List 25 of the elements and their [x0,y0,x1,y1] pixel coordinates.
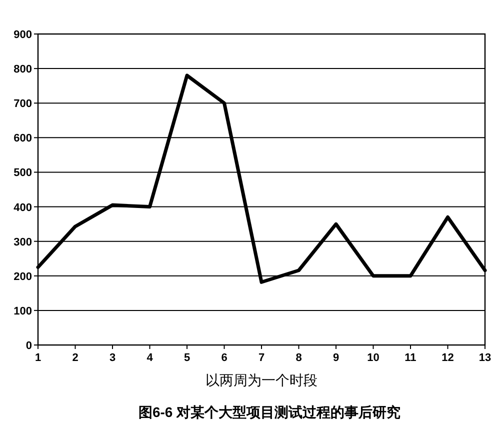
x-tick-label: 2 [72,352,78,364]
y-tick-label: 700 [14,98,32,110]
y-tick-label: 300 [14,236,32,248]
caption: 图6-6 对某个大型项目测试过程的事后研究 [138,404,401,420]
y-tick-label: 800 [14,64,32,76]
x-tick-label: 10 [367,352,380,364]
x-tick-label: 8 [296,352,302,364]
y-tick-label: 100 [14,305,32,318]
x-tick-label: 4 [146,352,154,364]
x-tick-label: 6 [221,352,228,364]
x-tick-label: 11 [404,352,416,364]
x-tick-label: 5 [184,352,190,364]
x-axis-title: 以两周为一个时段 [206,372,318,388]
x-tick-label: 1 [34,352,42,364]
x-tick-label: 12 [442,352,454,364]
x-tick-label: 9 [332,352,340,364]
y-tick-label: 400 [14,202,32,214]
y-tick-label: 0 [26,340,32,352]
y-tick-label: 500 [14,167,32,180]
y-tick-label: 600 [14,132,32,145]
x-tick-label: 3 [109,352,116,364]
x-tick-label: 7 [258,352,265,364]
x-tick-label: 13 [478,352,492,364]
y-tick-label: 900 [14,29,32,41]
y-tick-label: 200 [14,270,32,283]
